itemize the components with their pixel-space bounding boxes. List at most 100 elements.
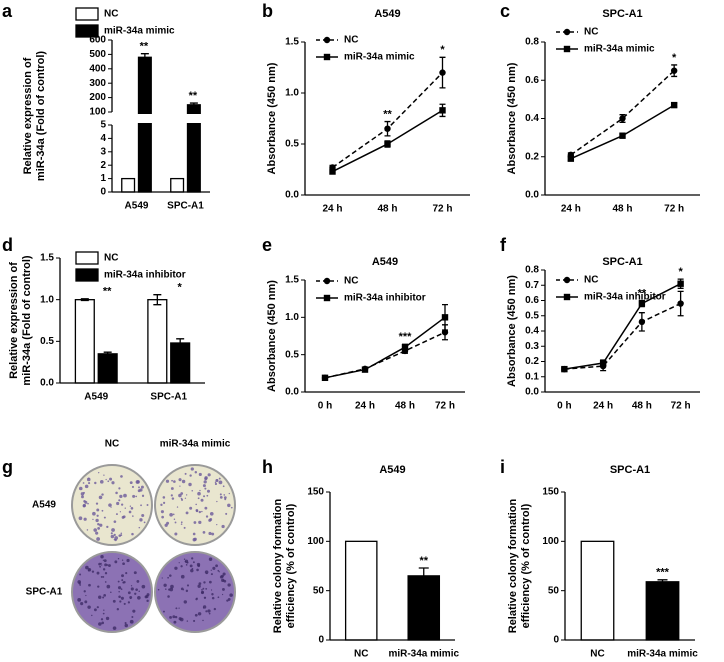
colony: [209, 511, 214, 516]
colony: [96, 514, 99, 517]
colony: [130, 587, 134, 591]
y-axis-label: miR-34a (Fold of control): [21, 255, 33, 386]
y-tick-label: 0: [100, 187, 106, 198]
y-tick-label: 1.5: [40, 253, 54, 264]
significance: **: [419, 555, 428, 567]
error-bar: [140, 53, 149, 62]
plate: [71, 464, 153, 546]
colony: [219, 493, 222, 496]
legend-label: NC: [104, 253, 118, 264]
colony: [204, 570, 209, 574]
plate: [154, 551, 236, 633]
colony: [197, 584, 201, 588]
colony: [120, 534, 123, 537]
colony: [87, 502, 89, 505]
panel-letter: g: [2, 457, 13, 477]
colony: [211, 596, 215, 600]
colony: [82, 482, 85, 484]
panel-letter: h: [262, 457, 273, 477]
y-tick-label: 100: [89, 107, 106, 118]
y-tick-label: 0.6: [525, 295, 539, 306]
colony: [203, 596, 207, 599]
colony: [202, 619, 204, 622]
colony: [105, 478, 107, 481]
colony: [84, 484, 89, 489]
colony: [197, 564, 201, 568]
colony: [206, 572, 208, 575]
colony: [227, 503, 231, 508]
legend-marker: [323, 36, 331, 44]
colony: [178, 607, 180, 609]
colony: [122, 562, 125, 566]
colony: [106, 584, 111, 589]
colony: [117, 586, 122, 590]
colony: [202, 587, 205, 590]
colony: [191, 567, 194, 570]
colony: [96, 571, 100, 575]
colony: [91, 614, 93, 617]
colony: [88, 583, 91, 587]
colony: [180, 497, 183, 500]
y-tick-label: 1.5: [285, 37, 299, 48]
colony: [96, 508, 100, 512]
panel-letter: e: [262, 235, 272, 255]
colony: [138, 590, 140, 593]
colony: [208, 531, 212, 536]
colony: [77, 580, 81, 584]
legend-label: miR-34a mimic: [104, 26, 175, 37]
colony: [124, 623, 129, 628]
colony: [98, 562, 101, 566]
colony: [123, 602, 126, 605]
colony: [183, 558, 186, 560]
colony: [189, 474, 192, 477]
colony: [93, 528, 97, 532]
colony: [129, 595, 133, 599]
colony: [191, 489, 194, 492]
colony: [218, 571, 220, 573]
legend-marker: [563, 293, 571, 301]
error-bar: [657, 579, 668, 585]
colony: [134, 592, 137, 595]
colony: [223, 496, 227, 500]
colony: [138, 486, 140, 489]
colony: [194, 470, 198, 474]
colony: [86, 529, 89, 531]
colony: [170, 584, 174, 589]
colony: [198, 520, 202, 525]
colony: [121, 574, 124, 578]
row-label: SPC-A1: [26, 587, 63, 598]
colony: [77, 598, 82, 602]
marker: [361, 366, 369, 373]
colony: [207, 489, 210, 493]
marker: [321, 374, 329, 382]
colony: [124, 507, 126, 509]
x-tick-label: 24 h: [355, 401, 375, 412]
colony: [216, 500, 218, 503]
colony: [109, 477, 113, 481]
chart-title: A549: [379, 464, 405, 476]
y-tick-label: 0.1: [525, 371, 539, 382]
colony: [87, 605, 91, 609]
y-axis-label: Absorbance (450 nm): [506, 62, 518, 174]
colony: [174, 566, 178, 570]
marker: [638, 300, 646, 307]
colony: [169, 587, 174, 592]
colony: [191, 557, 194, 560]
colony: [176, 506, 179, 508]
colony: [120, 596, 124, 600]
legend-label: NC: [104, 9, 118, 20]
marker: [638, 318, 646, 326]
significance: **: [638, 287, 647, 299]
colony: [214, 481, 217, 484]
colony: [171, 497, 175, 500]
colony: [112, 626, 117, 630]
y-tick-label: 0.4: [525, 113, 539, 124]
colony: [113, 533, 116, 537]
colony: [91, 570, 95, 573]
colony: [223, 494, 226, 496]
panel-letter: d: [2, 235, 13, 255]
colony: [146, 504, 149, 506]
colony: [162, 496, 166, 499]
colony: [184, 559, 189, 563]
colony: [198, 582, 202, 585]
